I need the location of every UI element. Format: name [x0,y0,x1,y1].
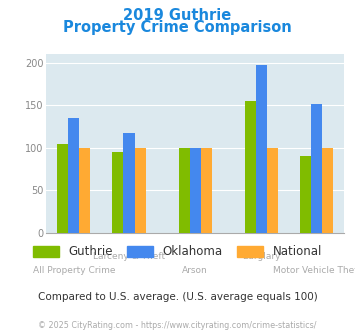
Bar [179,148,190,233]
Bar [79,148,90,233]
Text: Compared to U.S. average. (U.S. average equals 100): Compared to U.S. average. (U.S. average … [38,292,317,302]
Bar [190,148,201,233]
Bar [135,148,146,233]
Bar [311,104,322,233]
Bar [113,152,124,233]
Bar [201,148,212,233]
Text: Larceny & Theft: Larceny & Theft [93,252,165,261]
Text: Motor Vehicle Theft: Motor Vehicle Theft [273,266,355,275]
Bar [68,118,79,233]
Bar [322,148,333,233]
Text: Property Crime Comparison: Property Crime Comparison [63,20,292,35]
Text: All Property Crime: All Property Crime [33,266,115,275]
Legend: Guthrie, Oklahoma, National: Guthrie, Oklahoma, National [28,241,327,263]
Bar [267,148,278,233]
Text: Burglary: Burglary [242,252,281,261]
Bar [245,101,256,233]
Bar [124,133,135,233]
Text: © 2025 CityRating.com - https://www.cityrating.com/crime-statistics/: © 2025 CityRating.com - https://www.city… [38,321,317,330]
Bar [57,144,68,233]
Bar [300,156,311,233]
Text: 2019 Guthrie: 2019 Guthrie [124,8,231,23]
Bar [256,65,267,233]
Text: Arson: Arson [182,266,208,275]
